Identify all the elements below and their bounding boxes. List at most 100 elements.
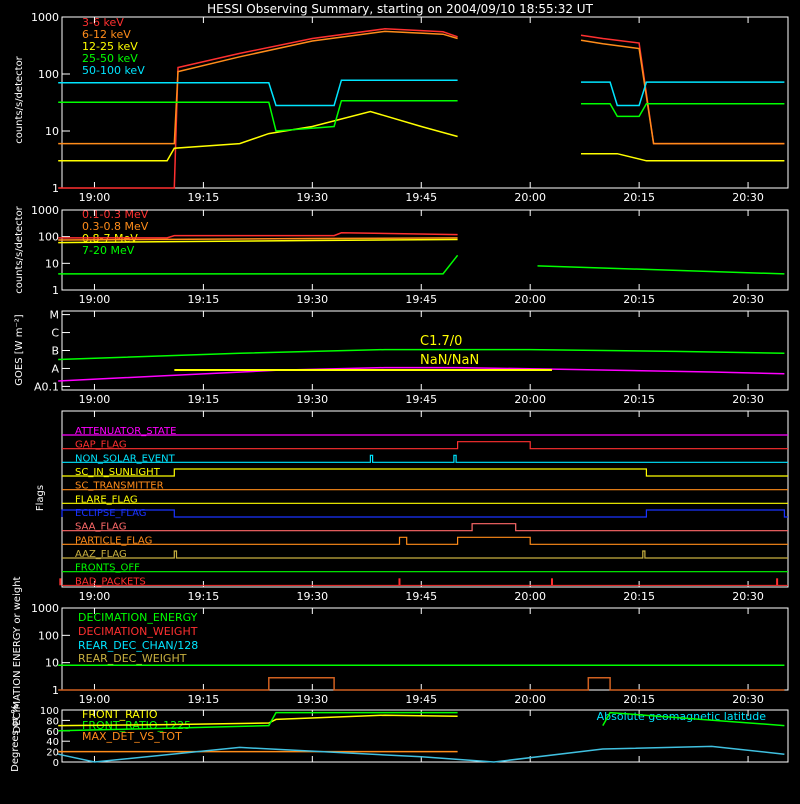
panel-1-series-3-seg-1 [581, 103, 785, 118]
flag-line-3 [62, 468, 788, 477]
panel-2-time-label-4: 20:00 [514, 293, 546, 306]
panel-1-ytick-label-0: 1 [52, 182, 59, 195]
panel-5-time-label-2: 19:30 [296, 693, 328, 706]
panel-5-ytick-label-1: 10 [45, 657, 59, 670]
flag-label-7: SAA_FLAG [75, 522, 126, 533]
ratios-ytick-label-0: 0 [53, 758, 59, 769]
panel1-legend-3: 25-50 keV [82, 52, 138, 65]
flag-label-5: FLARE_FLAG [75, 494, 138, 505]
panel-4-time-label-0: 19:00 [79, 590, 111, 603]
panel-1-series-1-seg-0 [58, 30, 458, 145]
flag-line-6 [61, 509, 788, 518]
flag-label-3: SC_IN_SUNLIGHT [75, 467, 161, 478]
panel-4-frame [61, 410, 789, 588]
panel4-ylabel: Flags [35, 485, 46, 511]
panel-2-series-2-seg-0 [58, 238, 458, 244]
panel2-legend-1: 0.3-0.8 MeV [82, 220, 149, 233]
panel-5-time-label-4: 20:00 [514, 693, 546, 706]
panel-2-time-label-6: 20:30 [732, 293, 764, 306]
flag-label-8: PARTICLE_FLAG [75, 535, 152, 546]
flag-label-0: ATTENUATOR_STATE [75, 426, 176, 437]
panel-1-series-2-seg-1 [581, 152, 785, 162]
flag-label-10: FRONTS_OFF [75, 563, 140, 574]
panel5-legend-0: DECIMATION_ENERGY [78, 611, 198, 624]
ratios-ytick-label-5: 100 [40, 706, 59, 717]
goes-ytick-label-0: A0.1 [34, 380, 59, 393]
goes-series-0 [58, 348, 785, 361]
panel-1-time-label-4: 20:00 [514, 191, 546, 204]
goes-annotation-1: NaN/NaN [420, 353, 479, 368]
panel-5-ytick-label-2: 100 [38, 629, 59, 642]
flag-line-1 [62, 441, 788, 450]
panel-2-ytick-label-3: 1000 [31, 204, 59, 217]
panel-1-time-label-6: 20:30 [732, 191, 764, 204]
flag-line-8 [62, 536, 788, 545]
ratios-ytick-label-4: 80 [46, 716, 59, 727]
ratios-series-1-seg-1 [602, 711, 785, 727]
flag-label-9: AAZ_FLAG [75, 549, 127, 560]
panel-2-time-label-3: 19:45 [405, 293, 437, 306]
panel-4-time-label-5: 20:15 [623, 590, 655, 603]
panel-3-time-label-3: 19:45 [405, 393, 437, 406]
panel-5-time-label-0: 19:00 [79, 693, 111, 706]
panel-2-series-0-seg-0 [58, 232, 458, 239]
panel-5-time-label-3: 19:45 [405, 693, 437, 706]
goes-annotation-0: C1.7/0 [420, 334, 462, 349]
panel6-right-label: Absolute geomagnetic latitude [597, 710, 767, 723]
panel-5-ytick-label-3: 1000 [31, 602, 59, 615]
panel-2-series-3-seg-1 [537, 265, 785, 275]
panel-2-time-label-5: 20:15 [623, 293, 655, 306]
panel-6-frame [61, 709, 789, 763]
panel-1-time-label-5: 20:15 [623, 191, 655, 204]
panel-5-ytick-label-0: 1 [52, 684, 59, 697]
panel2-ylabel: counts/s/detector [14, 205, 25, 293]
flag-label-11: BAD_PACKETS [75, 576, 146, 587]
panel-1-time-label-2: 19:30 [296, 191, 328, 204]
panel-2-time-label-2: 19:30 [296, 293, 328, 306]
panel5-legend-2: REAR_DEC_CHAN/128 [78, 639, 198, 652]
flag-label-2: NON_SOLAR_EVENT [75, 453, 176, 464]
panel-3-time-label-5: 20:15 [623, 393, 655, 406]
panel1-legend-4: 50-100 keV [82, 64, 145, 77]
panel-2-ytick-label-1: 10 [45, 257, 59, 270]
panel-1-ytick-label-3: 1000 [31, 11, 59, 24]
ratios-series-0-seg-0 [58, 714, 458, 727]
panel2-legend-0: 0.1-0.3 MeV [82, 208, 149, 221]
panel5-legend-1: DECIMATION_WEIGHT [78, 625, 198, 638]
panel-1-series-0-seg-0 [58, 28, 458, 189]
chart-marks: 19:00 19:15 19:30 19:45 20:00 20:15 20:30 19:00… [31, 11, 789, 769]
flag-label-6: ECLIPSE_FLAG [75, 508, 146, 519]
ratios-series-3-seg-0 [58, 745, 785, 763]
goes-series-1 [58, 366, 785, 382]
panel2-legend-3: 7-20 MeV [82, 244, 135, 257]
panel-1-time-label-0: 19:00 [79, 191, 111, 204]
panel6-legend-0: FRONT_RATIO [82, 708, 158, 721]
flag-label-4: SC_TRANSMITTER [75, 481, 164, 492]
panel-1-series-3-seg-0 [58, 99, 458, 132]
panel-2-time-label-0: 19:00 [79, 293, 111, 306]
panel-5-time-label-1: 19:15 [188, 693, 220, 706]
panel-4-time-label-3: 19:45 [405, 590, 437, 603]
panel-1-ytick-label-1: 10 [45, 125, 59, 138]
ratios-ytick-label-2: 40 [46, 737, 59, 748]
goes-ytick-label-4: M [50, 309, 60, 322]
flag-label-1: GAP_FLAG [75, 440, 127, 451]
panel-2-series-3-seg-0 [58, 254, 459, 275]
panel-4-time-label-6: 20:30 [732, 590, 764, 603]
panel1-legend-1: 6-12 keV [82, 28, 131, 41]
panel-2-frame [61, 209, 789, 291]
panel5-ylabel: DECIMATION ENERGY or weight [12, 576, 23, 733]
panel-2-time-label-1: 19:15 [188, 293, 220, 306]
chart-title: HESSI Observing Summary, starting on 200… [207, 2, 593, 16]
panel6-ylabel: Degrees or % [10, 704, 21, 772]
ratios-ytick-label-3: 60 [46, 727, 59, 738]
panel-5-time-label-6: 20:30 [732, 693, 764, 706]
panel-1-series-4-seg-0 [58, 79, 458, 107]
panel-3-time-label-0: 19:00 [79, 393, 111, 406]
panel-1-ytick-label-2: 100 [38, 68, 59, 81]
panel-1-series-1-seg-1 [580, 39, 785, 145]
panel-3-time-label-1: 19:15 [188, 393, 220, 406]
panel-1-series-2-seg-0 [58, 110, 458, 162]
ratios-ytick-label-1: 20 [46, 748, 59, 759]
